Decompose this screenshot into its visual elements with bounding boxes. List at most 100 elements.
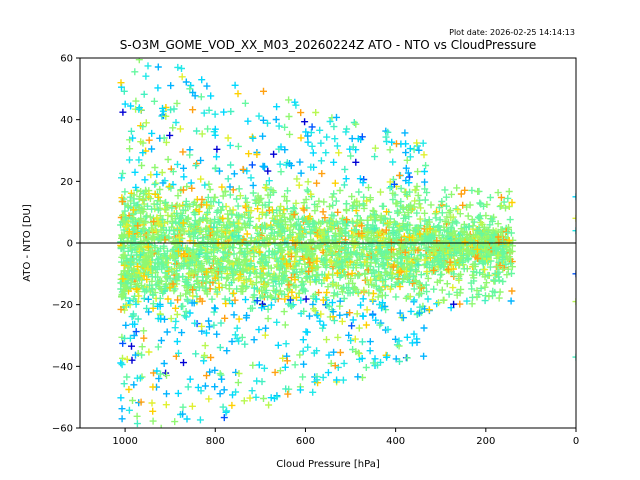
- data-point: [300, 206, 308, 214]
- data-point: [493, 270, 501, 278]
- data-point: [211, 304, 219, 312]
- data-point: [313, 203, 321, 210]
- data-point: [426, 225, 434, 233]
- data-point: [365, 281, 373, 288]
- data-point: [353, 251, 361, 259]
- data-point: [119, 198, 126, 205]
- data-point: [172, 257, 179, 265]
- data-point: [121, 282, 129, 290]
- data-point: [339, 376, 347, 384]
- data-point: [311, 207, 319, 215]
- data-point: [163, 390, 170, 398]
- data-point: [138, 373, 146, 381]
- data-point: [396, 171, 403, 179]
- data-point: [226, 220, 234, 228]
- data-point: [286, 226, 294, 234]
- data-point: [508, 287, 516, 295]
- data-point: [330, 317, 338, 325]
- data-point: [223, 407, 231, 415]
- data-point: [266, 292, 274, 300]
- data-point: [319, 218, 327, 225]
- data-point: [160, 242, 168, 250]
- data-point: [273, 393, 281, 401]
- data-point: [498, 256, 506, 263]
- data-point: [195, 241, 203, 249]
- data-point: [443, 213, 451, 221]
- data-point: [153, 367, 161, 375]
- data-point: [202, 231, 210, 239]
- data-point: [316, 126, 324, 134]
- data-point: [169, 245, 177, 253]
- data-point: [276, 287, 284, 295]
- data-point: [154, 231, 162, 239]
- data-point: [168, 266, 176, 273]
- data-point: [440, 223, 448, 231]
- data-point: [323, 274, 331, 282]
- data-point: [161, 283, 169, 290]
- data-point: [375, 263, 383, 271]
- data-point: [172, 317, 180, 325]
- data-point: [159, 179, 167, 187]
- data-point: [149, 291, 157, 298]
- data-point: [396, 358, 403, 365]
- data-point: [164, 211, 172, 219]
- data-point: [236, 240, 244, 248]
- data-point: [283, 260, 291, 268]
- data-point: [367, 259, 375, 267]
- data-point: [213, 288, 221, 296]
- data-point: [253, 297, 261, 305]
- data-point: [181, 250, 189, 258]
- data-point: [456, 247, 464, 255]
- data-point: [132, 97, 140, 105]
- data-point: [299, 373, 307, 381]
- data-point: [169, 168, 177, 176]
- data-point: [281, 227, 289, 235]
- data-point: [182, 290, 190, 298]
- data-point: [435, 260, 443, 268]
- data-point: [341, 165, 349, 173]
- x-tick-label: 800: [206, 436, 225, 447]
- data-point: [405, 179, 413, 187]
- data-point: [224, 257, 232, 265]
- data-point: [275, 272, 283, 280]
- data-point: [167, 184, 175, 192]
- data-point: [403, 333, 411, 341]
- y-tick-label: 60: [60, 54, 73, 65]
- data-point: [392, 200, 400, 208]
- data-point: [173, 277, 181, 285]
- data-point: [313, 271, 321, 279]
- data-point: [135, 292, 143, 300]
- data-point: [494, 189, 502, 197]
- data-point: [161, 199, 169, 207]
- data-point: [233, 335, 241, 343]
- data-point: [403, 253, 411, 261]
- data-point: [285, 300, 292, 308]
- data-point: [271, 235, 279, 243]
- data-point: [139, 195, 147, 203]
- data-point: [455, 276, 463, 284]
- data-point: [132, 351, 139, 359]
- data-point: [126, 156, 133, 164]
- data-point: [254, 229, 262, 237]
- data-point: [371, 355, 379, 363]
- data-point: [282, 385, 290, 393]
- data-point: [359, 312, 367, 320]
- data-point: [497, 202, 505, 210]
- data-point: [241, 220, 249, 228]
- data-point: [423, 268, 431, 276]
- data-point: [303, 328, 311, 336]
- data-point: [381, 265, 389, 273]
- data-point: [148, 205, 156, 213]
- data-point: [304, 343, 312, 351]
- data-point: [158, 169, 166, 176]
- data-point: [380, 259, 388, 267]
- data-point: [343, 216, 351, 224]
- data-point: [415, 245, 423, 253]
- data-point: [408, 339, 416, 347]
- data-point: [327, 258, 335, 266]
- data-point: [215, 199, 223, 206]
- data-point: [249, 361, 257, 369]
- data-point: [486, 263, 494, 271]
- data-point: [160, 134, 168, 142]
- data-point: [241, 250, 249, 258]
